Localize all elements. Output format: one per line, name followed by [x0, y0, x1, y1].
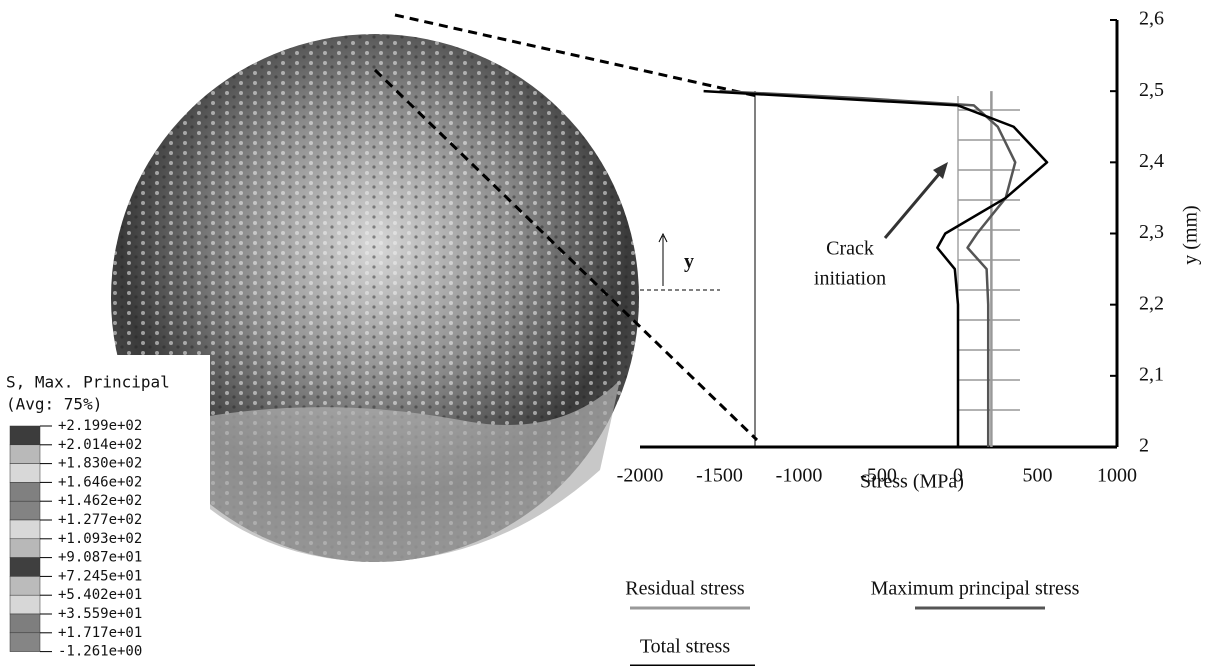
- contour-label: +2.199e+02: [58, 418, 142, 434]
- contour-label: +1.462e+02: [58, 493, 142, 509]
- x-axis-label: Stress (MPa): [860, 471, 964, 493]
- contour-band: [10, 558, 40, 577]
- contour-band: [10, 633, 40, 652]
- legend-label: Total stress: [640, 636, 730, 658]
- annotation: initiation: [814, 268, 886, 290]
- contour-band: [10, 445, 40, 464]
- contour-label: +3.559e+01: [58, 606, 142, 622]
- annotation-arrow: [885, 167, 945, 238]
- y-tick-label: 2,2: [1139, 292, 1164, 314]
- x-tick-label: -2000: [617, 465, 664, 487]
- contour-band: [10, 539, 40, 558]
- contour-band: [10, 576, 40, 595]
- figure: y S, Max. Principal (Avg: 75%) +2.199e+0…: [0, 0, 1210, 666]
- x-tick-label: -1000: [776, 465, 823, 487]
- contour-band: [10, 614, 40, 633]
- contour-band: [10, 426, 40, 445]
- contour-label: +2.014e+02: [58, 437, 142, 453]
- contour-band: [10, 501, 40, 520]
- contour-subtitle: (Avg: 75%): [6, 395, 102, 414]
- contour-band: [10, 595, 40, 614]
- contour-label: +9.087e+01: [58, 550, 142, 566]
- contour-band: [10, 464, 40, 483]
- y-tick-label: 2: [1139, 435, 1149, 457]
- contour-label: +1.093e+02: [58, 531, 142, 547]
- x-tick-label: 1000: [1097, 465, 1137, 487]
- contour-label: +1.646e+02: [58, 474, 142, 490]
- y-axis-label: y (mm): [1180, 205, 1202, 264]
- y-tick-label: 2,4: [1139, 150, 1164, 172]
- contour-label: +7.245e+01: [58, 568, 142, 584]
- y-tick-label: 2,1: [1139, 363, 1164, 385]
- contour-label: -1.261e+00: [58, 644, 142, 660]
- annotation: Crack: [826, 238, 874, 260]
- contour-band: [10, 520, 40, 539]
- legend-label: Residual stress: [625, 578, 745, 600]
- y-tick-label: 2,5: [1139, 79, 1164, 101]
- x-tick-label: -1500: [696, 465, 743, 487]
- legend-label: Maximum principal stress: [871, 578, 1080, 600]
- x-tick-label: 500: [1023, 465, 1053, 487]
- contour-label: +5.402e+01: [58, 587, 142, 603]
- y-marker-label: y: [684, 251, 694, 273]
- contour-label: +1.830e+02: [58, 456, 142, 472]
- contour-title: S, Max. Principal: [6, 373, 170, 392]
- contour-label: +1.277e+02: [58, 512, 142, 528]
- y-tick-label: 2,6: [1139, 8, 1164, 30]
- contour-band: [10, 482, 40, 501]
- contour-label: +1.717e+01: [58, 625, 142, 641]
- y-tick-label: 2,3: [1139, 221, 1164, 243]
